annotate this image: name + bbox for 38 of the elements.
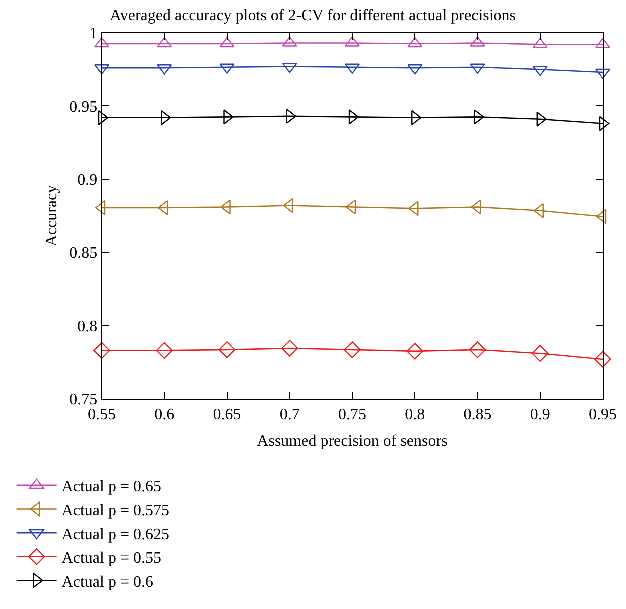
point [406, 343, 424, 360]
x-tick-label: 0.8 [405, 406, 426, 424]
point [218, 342, 236, 358]
legend-label: Actual p = 0.65 [62, 478, 162, 496]
y-tick-label: 0.95 [70, 98, 98, 116]
x-tick-label: 0.75 [338, 406, 366, 424]
x-tick-label: 0.6 [154, 406, 175, 424]
y-tick-label: 0.85 [70, 245, 98, 262]
point [94, 342, 110, 360]
x-tick-label: 0.55 [88, 406, 116, 424]
y-tick-label: 0.8 [78, 318, 98, 336]
point [344, 342, 361, 358]
legend-label: Actual p = 0.575 [62, 502, 170, 520]
point [348, 110, 360, 125]
x-tick-label: 0.7 [280, 406, 300, 424]
chart-title: Averaged accuracy plots of 2-CV for different actual precisions [110, 7, 516, 24]
point [157, 37, 172, 48]
y-tick-label: 1 [90, 26, 98, 43]
legend-label: Actual p = 0.55 [62, 550, 162, 568]
point [596, 209, 607, 224]
y-axis-title: Accuracy [44, 185, 61, 247]
legend-label: Actual p = 0.625 [62, 526, 170, 544]
point [156, 342, 174, 360]
x-tick-label: 0.85 [464, 406, 492, 424]
x-tick-label: 0.95 [589, 406, 617, 424]
point [220, 37, 235, 48]
x-axis-title: Assumed precision of sensors [257, 433, 448, 450]
point [98, 110, 109, 126]
x-tick-label: 0.65 [213, 406, 242, 424]
point [469, 342, 486, 358]
point [408, 37, 423, 48]
point [532, 345, 549, 362]
legend-label: Actual p = 0.6 [62, 574, 154, 591]
point [281, 340, 298, 357]
y-tick-label: 0.9 [78, 172, 98, 189]
y-tick-label: 0.75 [70, 392, 98, 409]
x-tick-label: 0.9 [530, 406, 550, 424]
point [594, 351, 612, 368]
